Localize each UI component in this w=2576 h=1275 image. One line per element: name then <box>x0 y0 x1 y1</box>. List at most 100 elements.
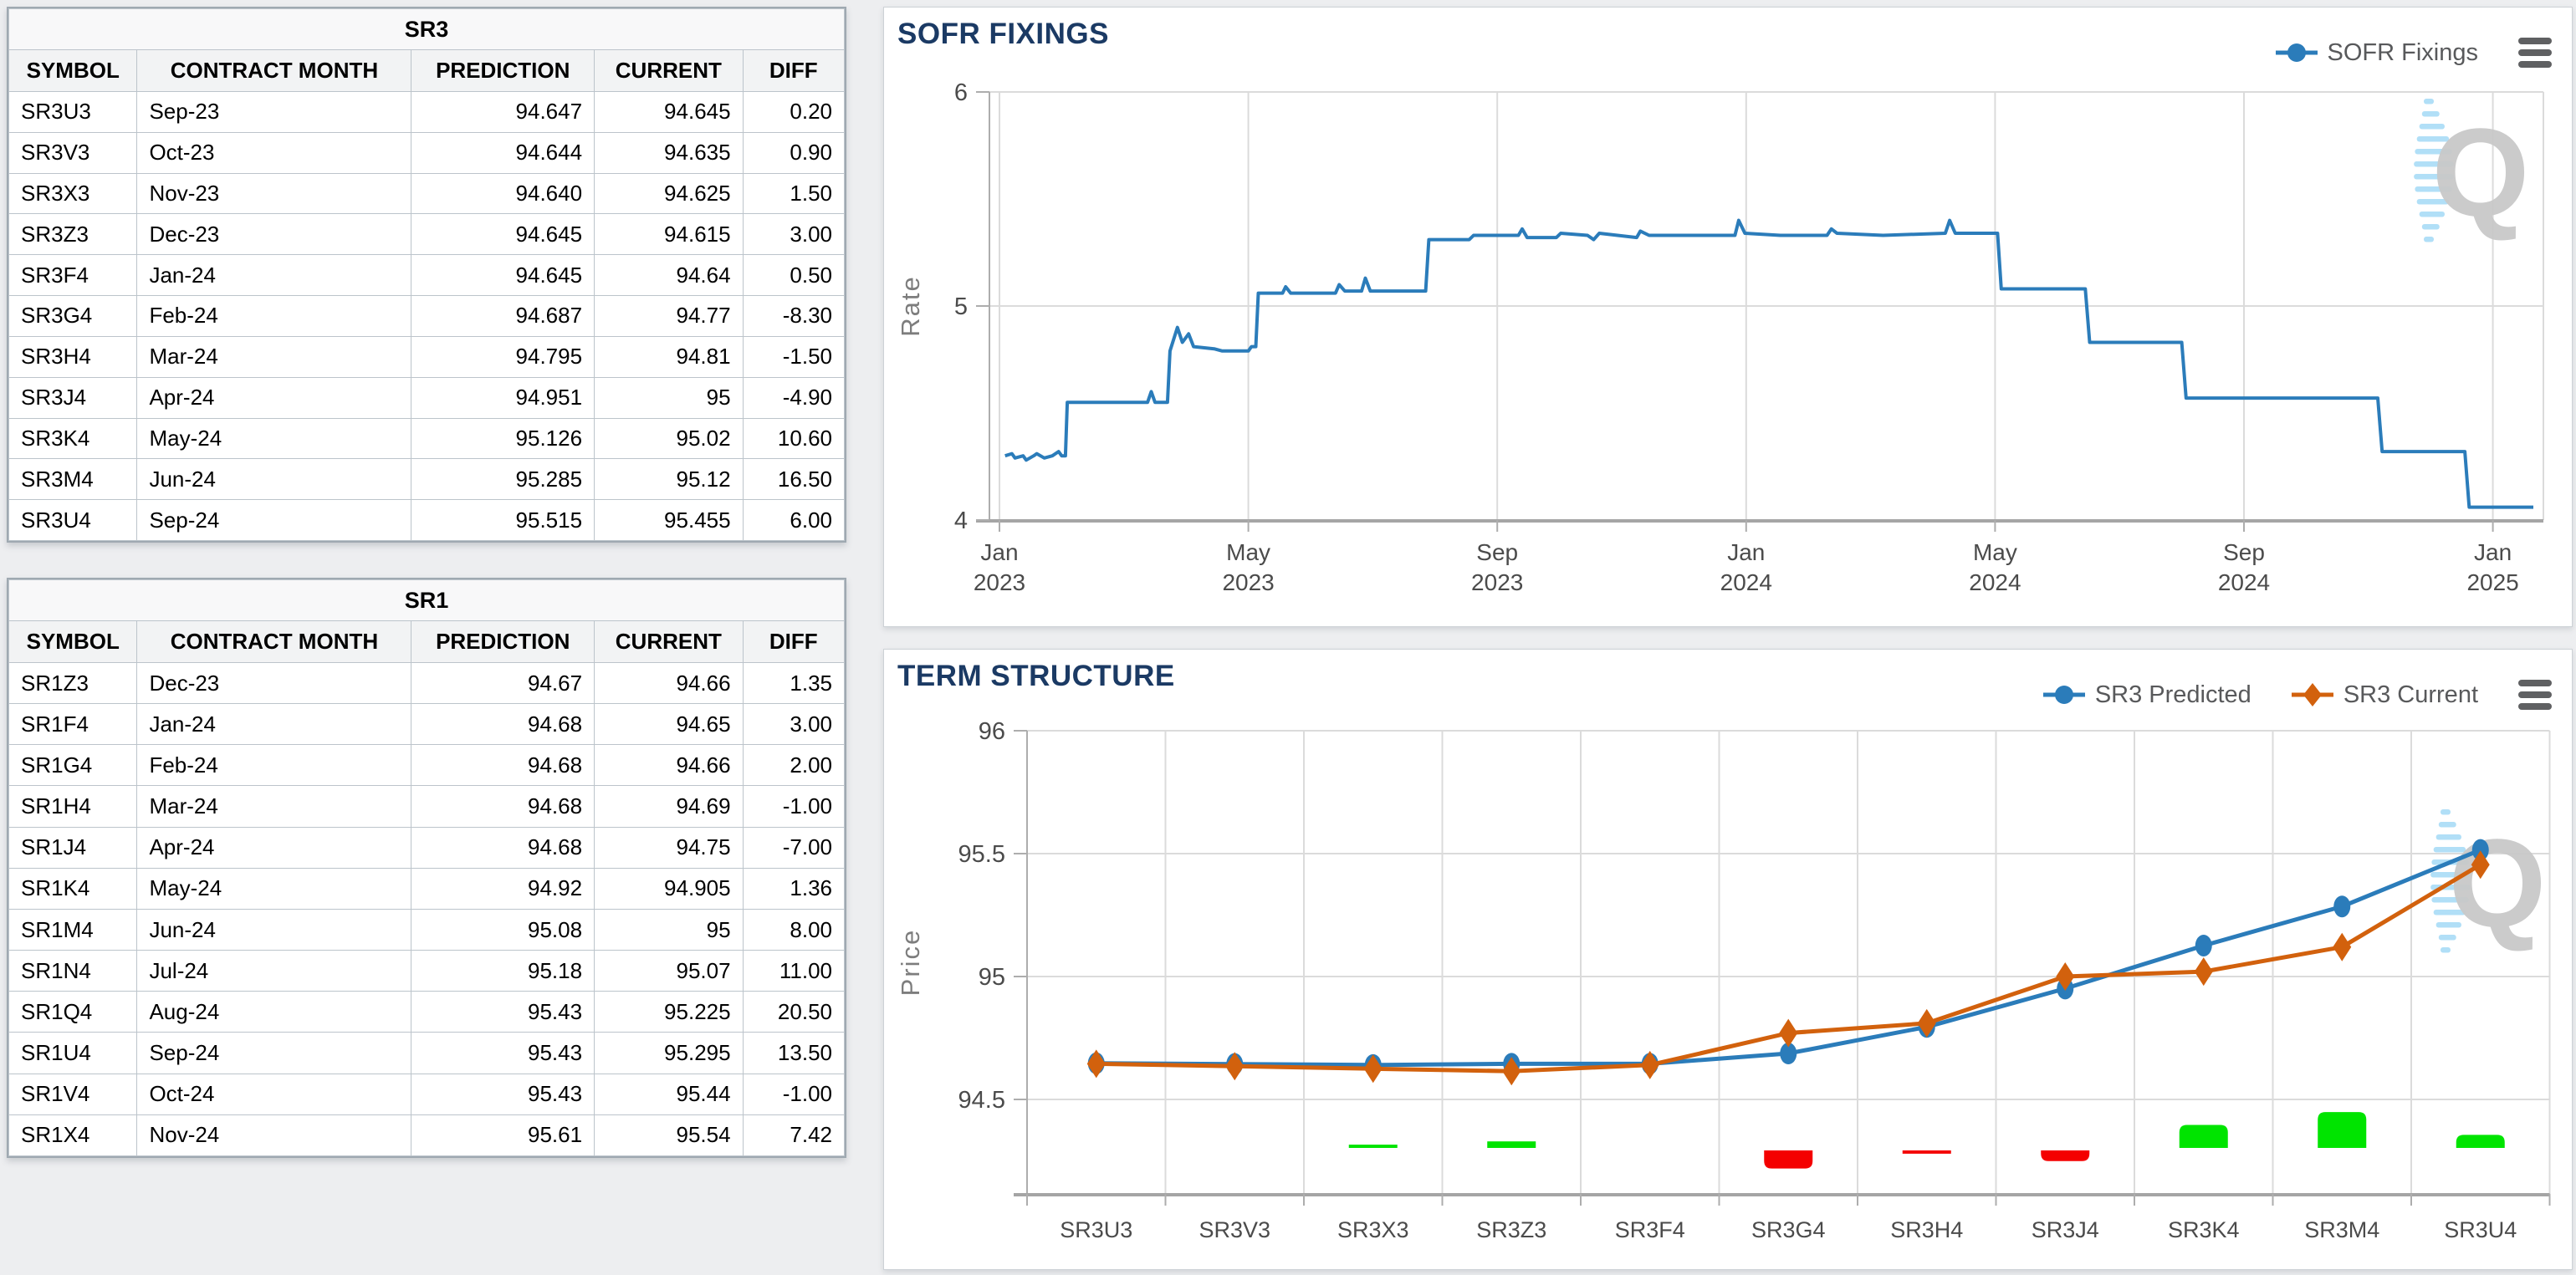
current-point-marker <box>1640 1050 1659 1079</box>
cell-contract-month: Mar-24 <box>136 785 412 828</box>
legend-label: SR3 Current <box>2343 681 2478 708</box>
cell-current: 95.455 <box>594 499 744 541</box>
table-row: SR1F4 Jan-24 94.68 94.65 3.00 <box>8 703 846 746</box>
cell-current: 94.625 <box>594 172 744 215</box>
cell-current: 94.615 <box>594 213 744 256</box>
quikstrike-watermark-icon: Q <box>2430 809 2546 953</box>
table-title: SR1 <box>8 579 845 621</box>
table-header-row: SYMBOL CONTRACT MONTH PREDICTION CURRENT… <box>8 620 846 663</box>
table-row: SR1G4 Feb-24 94.68 94.66 2.00 <box>8 744 846 787</box>
legend-marker-line-circle-icon <box>2042 686 2085 704</box>
cell-contract-month: Jun-24 <box>136 908 412 951</box>
col-contract-month: CONTRACT MONTH <box>136 620 412 663</box>
table-header-row: SYMBOL CONTRACT MONTH PREDICTION CURRENT… <box>8 49 846 92</box>
cell-symbol: SR1J4 <box>8 826 138 869</box>
cell-current: 94.77 <box>594 295 744 337</box>
current-point-marker <box>2194 957 2213 987</box>
cell-contract-month: Dec-23 <box>136 213 412 256</box>
cell-prediction: 95.43 <box>411 1032 595 1074</box>
diff-bar-positive <box>2179 1125 2228 1148</box>
cell-prediction: 94.951 <box>411 376 595 419</box>
cell-symbol: SR3H4 <box>8 335 138 378</box>
x-category-label: SR3U3 <box>1060 1217 1132 1242</box>
current-point-marker <box>2333 932 2352 961</box>
term-structure-plot[interactable]: Q 96 95.5 95 94.5 SR3U3 SR3V3 SR3X3 SR3Z3 SR3F4 SR… <box>884 650 2572 1269</box>
diff-bar-positive <box>2456 1135 2505 1148</box>
cell-prediction: 94.645 <box>411 254 595 297</box>
x-tick-year: 2023 <box>1471 569 1523 595</box>
col-contract-month: CONTRACT MONTH <box>136 49 412 92</box>
x-category-label: SR3M4 <box>2304 1217 2379 1242</box>
cell-diff: -1.50 <box>742 335 846 378</box>
table-row: SR3U4 Sep-24 95.515 95.455 6.00 <box>8 499 846 541</box>
sofr-chart-panel: SOFR FIXINGS SOFR Fixings Q 6 5 4 Jan 2023 May… <box>883 7 2573 627</box>
cell-current: 94.65 <box>594 703 744 746</box>
current-point-marker <box>2471 850 2490 880</box>
cell-current: 94.69 <box>594 785 744 828</box>
col-prediction: PREDICTION <box>411 620 595 663</box>
y-tick-label: 95 <box>979 964 1005 991</box>
cell-symbol: SR1X4 <box>8 1114 138 1157</box>
diff-bar-negative <box>1902 1150 1951 1154</box>
legend-marker-line-diamond-icon <box>2291 683 2333 706</box>
legend-marker-line-circle-icon <box>2275 43 2318 62</box>
cell-prediction: 94.644 <box>411 131 595 174</box>
table-row: SR3K4 May-24 95.126 95.02 10.60 <box>8 417 846 460</box>
table-row: SR3V3 Oct-23 94.644 94.635 0.90 <box>8 131 846 174</box>
cell-diff: 10.60 <box>742 417 846 460</box>
table-row: SR1N4 Jul-24 95.18 95.07 11.00 <box>8 950 846 992</box>
cell-symbol: SR1V4 <box>8 1073 138 1115</box>
cell-symbol: SR3U4 <box>8 499 138 541</box>
svg-text:Q: Q <box>2449 813 2547 953</box>
cell-prediction: 94.645 <box>411 213 595 256</box>
current-point-marker <box>1225 1052 1245 1081</box>
legend-label: SOFR Fixings <box>2327 38 2478 66</box>
cell-prediction: 95.285 <box>411 458 595 501</box>
cell-prediction: 94.687 <box>411 295 595 337</box>
cell-prediction: 95.126 <box>411 417 595 460</box>
chart-menu-icon[interactable] <box>2517 678 2553 711</box>
table-title: SR3 <box>8 8 845 50</box>
cell-prediction: 94.68 <box>411 826 595 869</box>
sofr-chart-plot[interactable]: Q654Jan2023May2023Sep2023Jan2024May2024S… <box>884 8 2572 626</box>
predicted-point-marker <box>1780 1043 1797 1065</box>
cell-contract-month: Jan-24 <box>136 703 412 746</box>
x-tick-year: 2023 <box>974 569 1025 595</box>
cell-prediction: 95.18 <box>411 950 595 992</box>
cell-contract-month: May-24 <box>136 867 412 910</box>
cell-diff: 3.00 <box>742 213 846 256</box>
cell-diff: -1.00 <box>742 1073 846 1115</box>
table-row: SR1M4 Jun-24 95.08 95 8.00 <box>8 908 846 951</box>
diff-bar-positive <box>2318 1112 2367 1148</box>
cell-current: 95.225 <box>594 991 744 1033</box>
cell-diff: 6.00 <box>742 499 846 541</box>
cell-contract-month: Sep-23 <box>136 91 412 133</box>
current-point-marker <box>1502 1057 1521 1086</box>
chart-menu-icon[interactable] <box>2517 36 2553 69</box>
cell-contract-month: Jun-24 <box>136 458 412 501</box>
x-tick-month: May <box>1973 539 2017 565</box>
cell-diff: 20.50 <box>742 991 846 1033</box>
sr1-table-panel: SR1 SYMBOL CONTRACT MONTH PREDICTION CUR… <box>7 578 846 1158</box>
cell-symbol: SR3Z3 <box>8 213 138 256</box>
term-structure-title: TERM STRUCTURE <box>897 660 1175 692</box>
cell-contract-month: Nov-24 <box>136 1114 412 1157</box>
cell-prediction: 94.67 <box>411 661 595 705</box>
x-tick-month: Jan <box>1727 539 1765 565</box>
legend-item-sr3-predicted[interactable]: SR3 Predicted <box>2042 681 2251 709</box>
cell-symbol: SR3F4 <box>8 254 138 297</box>
legend-label: SR3 Predicted <box>2094 681 2251 708</box>
cell-prediction: 94.68 <box>411 785 595 828</box>
current-point-marker <box>1363 1054 1383 1084</box>
legend-item-sr3-current[interactable]: SR3 Current <box>2290 681 2478 709</box>
table-row: SR3Z3 Dec-23 94.645 94.615 3.00 <box>8 213 846 256</box>
x-tick-year: 2023 <box>1222 569 1274 595</box>
sofr-fixings-line <box>1004 218 2533 509</box>
cell-current: 94.75 <box>594 826 744 869</box>
cell-prediction: 95.08 <box>411 908 595 951</box>
sofr-chart-title: SOFR FIXINGS <box>897 18 1109 50</box>
legend-item-sofr-fixings[interactable]: SOFR Fixings <box>2274 39 2478 67</box>
cell-current: 95.07 <box>594 950 744 992</box>
cell-diff: 0.20 <box>742 91 846 133</box>
cell-diff: 16.50 <box>742 458 846 501</box>
